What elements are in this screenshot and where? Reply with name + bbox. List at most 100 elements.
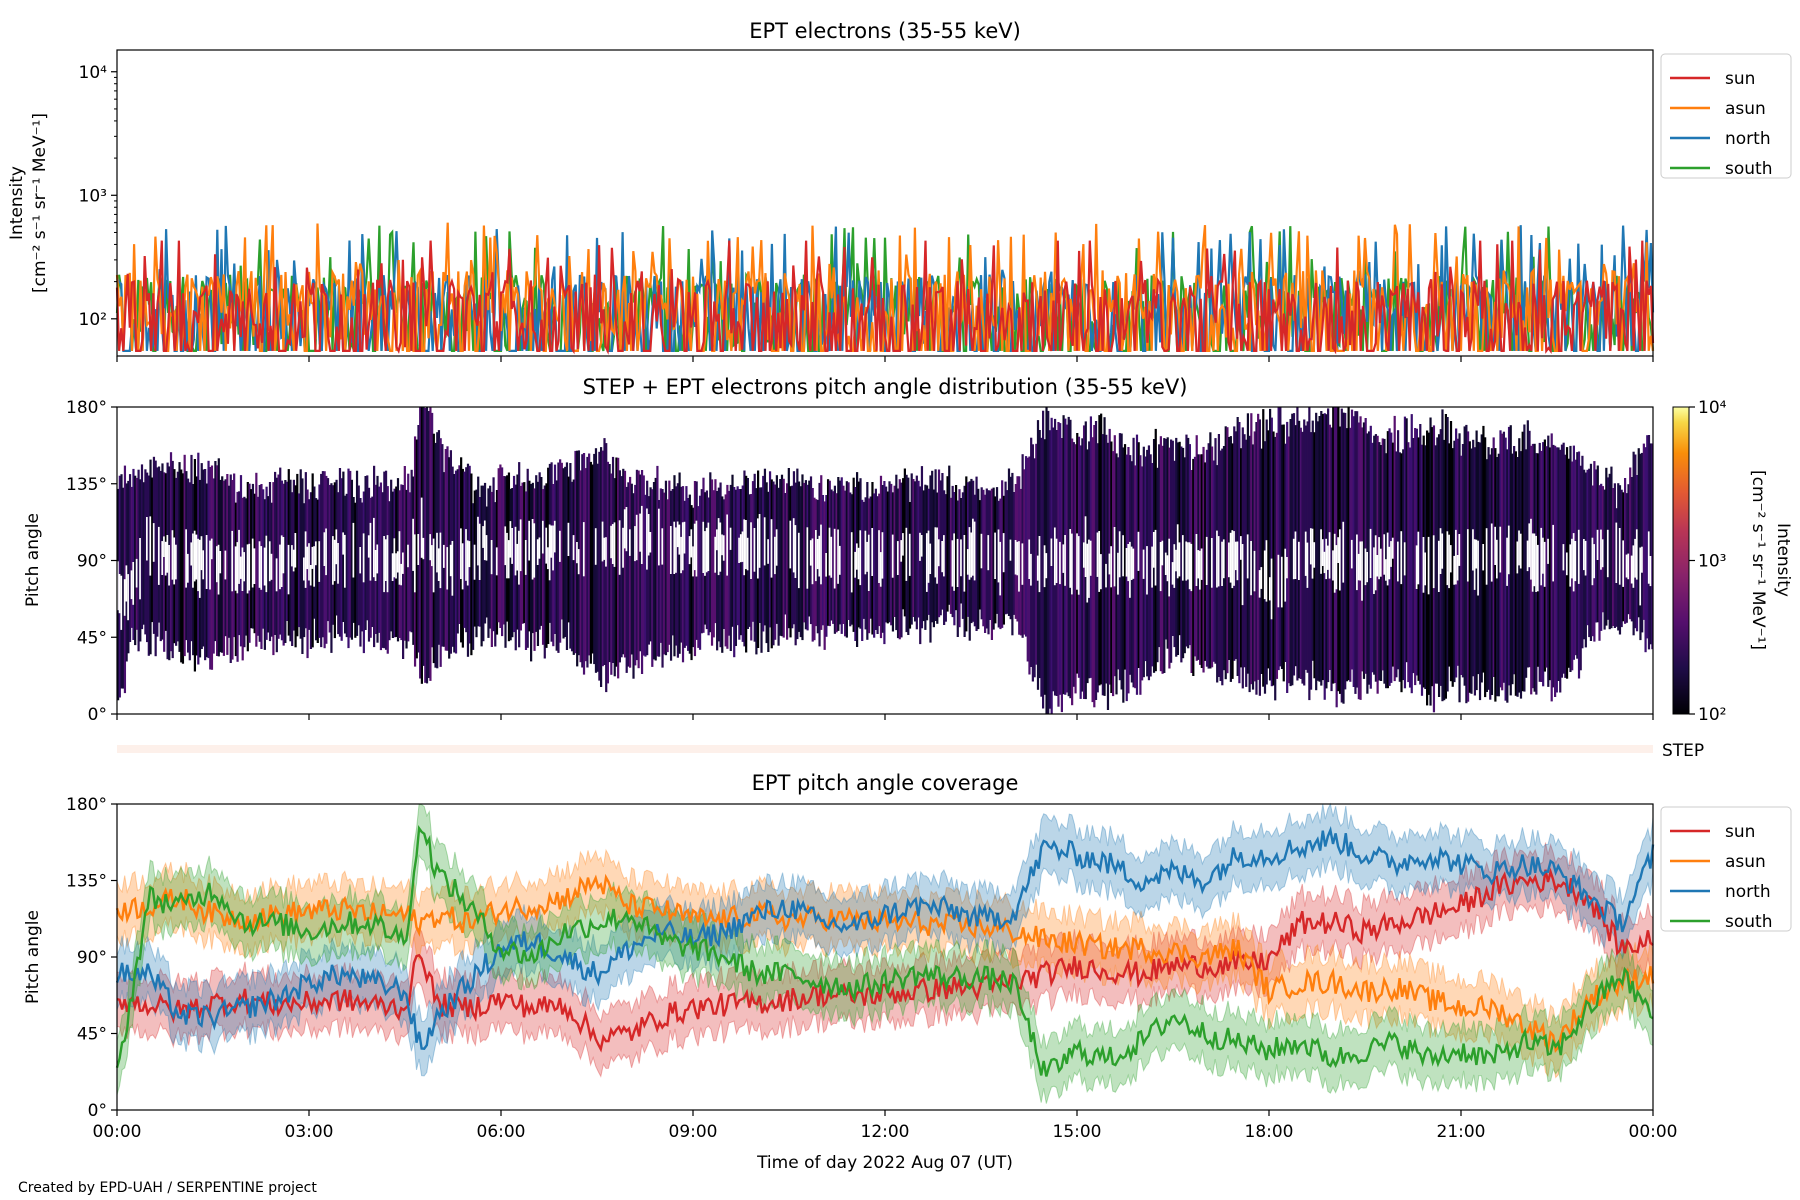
pad-column [229, 474, 232, 663]
pad-gap [125, 565, 128, 602]
pad-gap [1321, 539, 1325, 566]
pad-gap [1571, 538, 1574, 579]
y-tick-label: 180° [66, 398, 107, 418]
pad-column [832, 491, 835, 624]
pad-gap [1424, 552, 1427, 586]
pad-column [444, 449, 447, 651]
pad-column [581, 454, 584, 668]
pad-column [876, 496, 879, 634]
pad-gap [1216, 530, 1219, 588]
pad-column [688, 494, 691, 654]
pad-column [340, 478, 343, 641]
pad-gap [1403, 542, 1407, 576]
pad-column [320, 473, 323, 648]
pad-column [586, 456, 589, 668]
pad-column [431, 412, 434, 648]
pad-gap [1014, 540, 1017, 575]
pad-gap [605, 537, 608, 567]
pad-column [1436, 437, 1439, 684]
pad-column [1367, 431, 1371, 685]
pad-gap [647, 514, 650, 556]
pad-column [1451, 448, 1454, 687]
pad-column [434, 442, 437, 668]
pad-gap [1100, 554, 1103, 590]
colorbar-tick-label: 10³ [1698, 552, 1726, 572]
pad-column [330, 483, 333, 653]
pad-column [134, 475, 137, 646]
pad-gap [152, 523, 156, 562]
pad-column [1100, 413, 1103, 685]
pad-gap [1236, 541, 1239, 581]
pad-column [1245, 439, 1248, 687]
y-tick-label: 180° [66, 795, 107, 815]
pad-gap [1105, 563, 1108, 588]
pad-column [1013, 492, 1016, 615]
pad-column [1255, 422, 1258, 695]
pad-gap [1533, 533, 1536, 587]
pad-gap [193, 530, 197, 582]
pad-column [698, 495, 702, 650]
pad-column [888, 481, 891, 623]
pad-column [214, 461, 217, 642]
pad-column [321, 471, 325, 638]
pad-gap [1601, 539, 1605, 568]
pad-gap [1422, 537, 1425, 593]
pad-column [1414, 428, 1417, 686]
intensity-series-group [115, 222, 1655, 355]
pad-column [652, 482, 656, 660]
x-tick-label: 21:00 [1437, 1122, 1486, 1142]
pad-gap [451, 541, 454, 596]
pad-gap [294, 533, 297, 568]
pad-gap [1634, 538, 1637, 578]
pad-column [1560, 444, 1564, 678]
pad-column [1270, 417, 1273, 687]
pad-gap [774, 536, 777, 575]
pad-gap [304, 531, 307, 588]
pad-gap [1053, 527, 1057, 586]
pad-column [1125, 454, 1128, 702]
pad-column [914, 481, 917, 622]
pad-gap [622, 527, 625, 568]
pad-gap [1265, 540, 1268, 602]
pad-gap [1205, 536, 1209, 585]
pad-column [584, 468, 587, 662]
pad-column [1519, 451, 1523, 699]
pad-gap [436, 532, 439, 573]
pad-column [301, 478, 304, 654]
pad-gap [528, 520, 531, 561]
pad-column [1402, 449, 1405, 681]
pad-gap [1084, 516, 1087, 577]
pad-gap [820, 524, 823, 585]
pad-column [961, 492, 965, 619]
pad-gap [1516, 541, 1519, 574]
pad-column [1171, 440, 1174, 636]
pad-gap [518, 530, 521, 585]
pad-gap [280, 535, 284, 587]
pad-gap [1606, 529, 1610, 578]
pad-column [245, 498, 248, 636]
pad-gap [1327, 545, 1330, 570]
pad-column [738, 489, 741, 640]
pad-gap [1064, 535, 1067, 586]
pad-gap [1320, 529, 1323, 574]
pad-column [912, 479, 915, 617]
pad-gap [1146, 546, 1149, 595]
pad-gap [1449, 545, 1453, 573]
pad-gap [970, 532, 973, 578]
pad-column [1511, 453, 1514, 685]
pad-column [501, 467, 504, 637]
pad-column [823, 501, 826, 650]
pad-gap [838, 545, 842, 575]
pad-column [328, 484, 331, 633]
pad-column [610, 473, 613, 675]
pad-gap [1002, 533, 1005, 573]
pad-gap [610, 525, 613, 559]
pad-column [526, 468, 529, 648]
y-tick-label: 10⁴ [79, 63, 108, 83]
pad-column [1272, 431, 1275, 686]
pad-gap [412, 518, 415, 571]
pad-gap [618, 520, 621, 575]
pad-gap [745, 520, 748, 570]
pad-column [919, 486, 922, 645]
pad-column [1040, 437, 1043, 697]
